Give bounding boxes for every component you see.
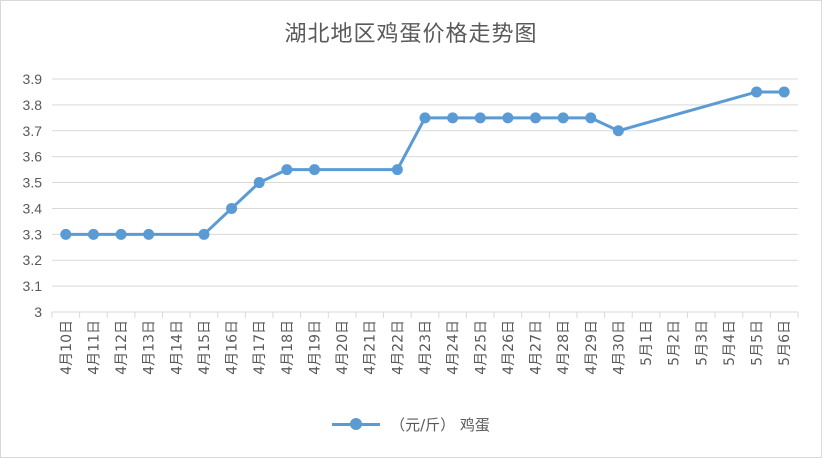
- x-tick-label: 4月24日: [446, 320, 462, 375]
- chart-title: 湖北地区鸡蛋价格走势图: [284, 22, 538, 47]
- data-point: [778, 86, 790, 98]
- x-tick-label: 4月17日: [252, 320, 268, 375]
- data-point: [502, 112, 514, 124]
- data-point: [60, 228, 72, 240]
- x-tick-label: 4月15日: [197, 320, 213, 375]
- data-point: [419, 112, 431, 124]
- data-point: [253, 177, 265, 189]
- x-tick-label: 4月26日: [501, 320, 517, 375]
- y-tick-label: 3.8: [23, 97, 43, 113]
- data-point: [308, 164, 320, 176]
- data-point: [87, 228, 99, 240]
- data-point: [474, 112, 486, 124]
- x-tick-label: 4月12日: [114, 320, 130, 375]
- data-point: [226, 202, 238, 214]
- y-tick-label: 3.2: [23, 252, 43, 268]
- data-point: [447, 112, 459, 124]
- data-point: [115, 228, 127, 240]
- y-tick-label: 3: [34, 304, 42, 320]
- y-tick-label: 3.1: [23, 278, 43, 294]
- y-tick-label: 3.3: [23, 226, 43, 242]
- x-tick-label: 5月4日: [722, 320, 738, 366]
- x-tick-label: 4月13日: [142, 320, 158, 375]
- x-tick-label: 4月16日: [225, 320, 241, 375]
- y-tick-label: 3.7: [23, 123, 43, 139]
- x-tick-label: 4月30日: [611, 320, 627, 375]
- x-tick-label: 4月10日: [59, 320, 75, 375]
- x-tick-label: 5月1日: [639, 320, 655, 366]
- legend: （元/斤） 鸡蛋: [0, 412, 822, 435]
- x-tick-label: 5月5日: [750, 320, 766, 366]
- y-tick-label: 3.9: [23, 71, 43, 87]
- data-point: [751, 86, 763, 98]
- legend-label: （元/斤） 鸡蛋: [390, 416, 490, 434]
- x-tick-label: 4月28日: [556, 320, 572, 375]
- data-point: [281, 164, 293, 176]
- x-tick-label: 4月27日: [529, 320, 545, 375]
- x-tick-label: 4月22日: [390, 320, 406, 375]
- data-point: [530, 112, 542, 124]
- y-tick-label: 3.4: [23, 200, 43, 216]
- y-tick-label: 3.6: [23, 149, 43, 165]
- x-tick-label: 4月29日: [584, 320, 600, 375]
- x-tick-label: 4月14日: [169, 320, 185, 375]
- y-tick-label: 3.5: [23, 175, 43, 191]
- legend-marker-icon: [332, 418, 381, 430]
- x-tick-label: 5月3日: [694, 320, 710, 366]
- data-point: [557, 112, 569, 124]
- data-point: [612, 125, 624, 137]
- data-point: [585, 112, 597, 124]
- x-tick-label: 4月18日: [280, 320, 296, 375]
- x-tick-label: 4月11日: [86, 320, 102, 375]
- x-tick-label: 5月6日: [777, 320, 793, 366]
- data-point: [391, 164, 403, 176]
- x-tick-label: 4月23日: [418, 320, 434, 375]
- x-tick-label: 4月21日: [363, 320, 379, 375]
- x-tick-label: 4月20日: [335, 320, 351, 375]
- x-tick-label: 4月19日: [307, 320, 323, 375]
- data-point: [198, 228, 210, 240]
- x-tick-label: 4月25日: [473, 320, 489, 375]
- data-point: [143, 228, 155, 240]
- x-tick-label: 5月2日: [667, 320, 683, 366]
